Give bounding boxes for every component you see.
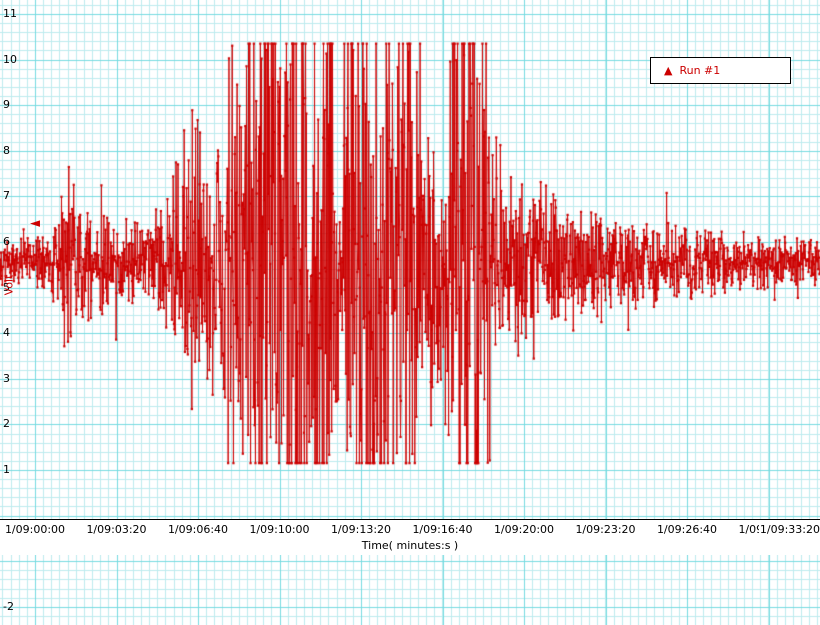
y-tick-label: 3 bbox=[3, 371, 10, 385]
x-tick-label: 1/09:06:40 bbox=[167, 523, 229, 536]
x-tick-label: 1/09:20:00 bbox=[493, 523, 555, 536]
y-tick-label: 1 bbox=[3, 463, 10, 476]
legend-label: Run #1 bbox=[679, 64, 721, 77]
x-tick-label: 1/09:13:20 bbox=[330, 523, 392, 536]
run1-marker-icon: ▲ bbox=[664, 64, 673, 77]
y-tick-label: 2 bbox=[3, 417, 10, 431]
y-tick-label: 4 bbox=[3, 326, 10, 340]
y-tick-label: 11 bbox=[3, 7, 17, 20]
x-tick-label: 1/09:16:40 bbox=[412, 523, 473, 536]
y-tick-label: 9 bbox=[3, 98, 10, 112]
y-tick-label: -2 bbox=[3, 599, 14, 613]
y-tick-label: 5 bbox=[3, 280, 10, 294]
y-tick-label: 6 bbox=[3, 235, 10, 248]
y-tick-label: 10 bbox=[3, 52, 17, 66]
x-tick-label: 1/09:26:40 bbox=[656, 523, 718, 536]
y-tick-label: 7 bbox=[3, 189, 10, 203]
y-axis-unit-label: Volt bbox=[2, 274, 16, 296]
x-axis-strip: Time( minutes:s ) 1/09:00:00 1/09:03:20 1/… bbox=[0, 519, 820, 555]
y-tick-label: 8 bbox=[3, 143, 10, 157]
x-axis-title: Time( minutes:s ) bbox=[361, 539, 459, 552]
channel-marker-icon[interactable]: ◄ bbox=[30, 215, 40, 231]
x-tick-label: 1/09:23:20 bbox=[575, 523, 636, 536]
x-tick-label: 1/09:03:20 bbox=[86, 523, 147, 536]
x-tick-label: 1/09:00:00 bbox=[4, 523, 66, 536]
x-tick-label: 1/09:10:00 bbox=[249, 523, 310, 536]
x-tick-label: 1/09:33:20 bbox=[758, 523, 820, 536]
legend: ▲ Run #1 bbox=[650, 57, 791, 84]
